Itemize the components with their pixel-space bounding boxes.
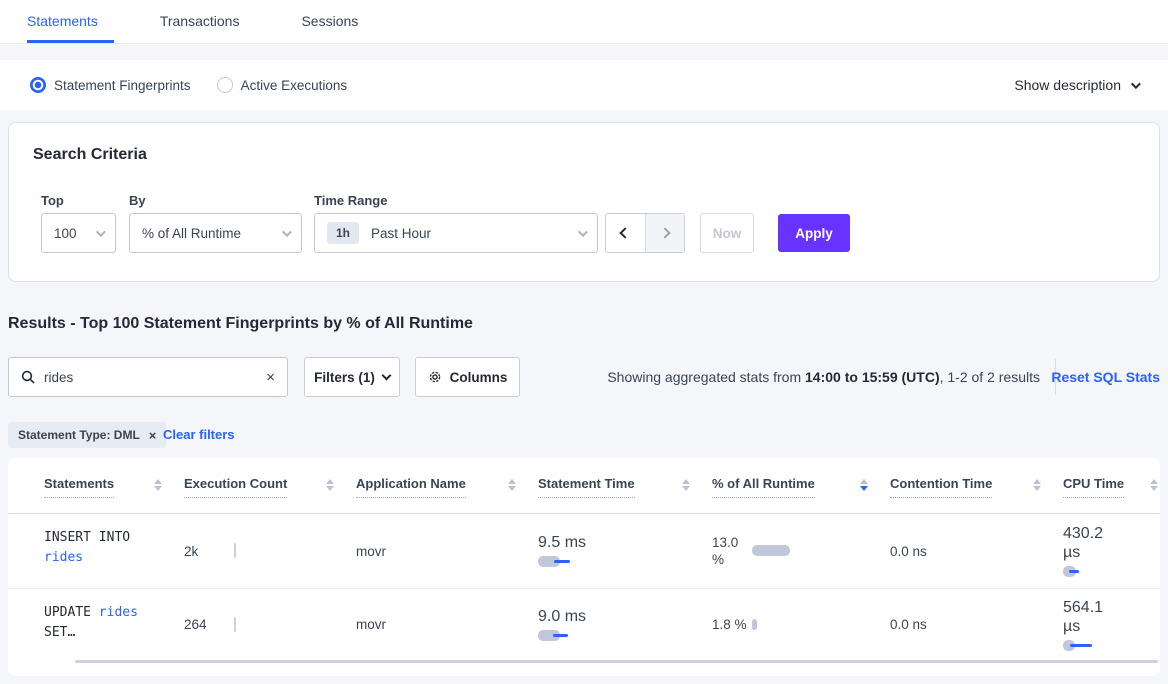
view-toggle-bar: Statement Fingerprints Active Executions… — [0, 60, 1168, 110]
now-button[interactable]: Now — [700, 213, 754, 253]
stats-time-range: 14:00 to 15:59 (UTC) — [805, 369, 940, 385]
table-header-row: Statements Execution Count Application N… — [8, 458, 1160, 514]
statement-time-bar — [538, 629, 598, 642]
pct-runtime-bar — [752, 545, 796, 557]
previous-time-window-button[interactable] — [606, 214, 645, 252]
column-header-contention-time[interactable]: Contention Time — [890, 476, 1063, 513]
columns-button-label: Columns — [449, 369, 508, 385]
column-header-pct-of-all-runtime[interactable]: % of All Runtime — [712, 476, 890, 513]
time-range-select[interactable]: 1h Past Hour — [314, 213, 598, 253]
time-window-pager — [605, 213, 685, 253]
execution-count-bar — [234, 543, 236, 558]
statements-search-box: × — [8, 357, 288, 397]
clear-search-icon[interactable]: × — [266, 368, 275, 386]
pct-runtime-cell: 1.8 % — [712, 589, 890, 660]
sort-icon[interactable] — [1150, 479, 1158, 491]
chevron-down-icon — [1130, 78, 1141, 89]
page-tab-bar: Statements Transactions Sessions — [0, 0, 1168, 44]
cpu-time-cell: 564.1 µs — [1063, 589, 1160, 660]
tab-statements[interactable]: Statements — [27, 0, 114, 43]
contention-time-cell: 0.0 ns — [890, 543, 927, 559]
search-input[interactable] — [44, 369, 267, 385]
tab-sessions[interactable]: Sessions — [301, 13, 359, 29]
tab-transactions[interactable]: Transactions — [159, 13, 240, 29]
by-label: By — [129, 193, 146, 208]
chevron-down-icon — [577, 226, 588, 237]
filter-chip-statement-type[interactable]: Statement Type: DML × — [8, 422, 167, 448]
cpu-time-cell: 430.2 µs — [1063, 514, 1160, 588]
statement-fingerprint-cell: INSERT INTO rides — [44, 530, 131, 565]
results-heading: Results - Top 100 Statement Fingerprints… — [8, 315, 473, 332]
sort-icon-active-desc[interactable] — [860, 479, 868, 491]
search-criteria-panel: Search Criteria Top 100 By % of All Runt… — [8, 122, 1160, 282]
pct-runtime-bar — [752, 618, 796, 631]
sort-icon[interactable] — [1033, 479, 1041, 491]
column-header-execution-count[interactable]: Execution Count — [184, 476, 356, 513]
next-time-window-button[interactable] — [644, 214, 684, 252]
top-select[interactable]: 100 — [41, 213, 116, 253]
search-criteria-title: Search Criteria — [33, 146, 147, 163]
column-header-statements[interactable]: Statements — [44, 476, 184, 513]
show-description-toggle[interactable]: Show description — [1014, 77, 1141, 93]
search-icon — [21, 370, 35, 384]
execution-count-bar — [234, 616, 236, 632]
statement-time-cell: 9.5 ms — [538, 514, 712, 588]
sort-icon[interactable] — [326, 479, 334, 491]
execution-count-cell: 2k — [184, 514, 356, 588]
statement-time-bar — [538, 556, 598, 568]
sort-icon[interactable] — [154, 479, 162, 491]
sort-icon[interactable] — [682, 479, 690, 491]
top-label: Top — [41, 193, 64, 208]
by-select-value: % of All Runtime — [142, 225, 242, 241]
filter-chip-label: Statement Type: DML — [18, 428, 140, 442]
time-range-badge: 1h — [327, 222, 360, 244]
statements-table: Statements Execution Count Application N… — [8, 458, 1160, 676]
time-range-value: Past Hour — [371, 225, 432, 241]
table-row[interactable]: UPDATE rides SET… 264 movr 9.0 ms 1.8 % … — [8, 588, 1160, 660]
statement-fingerprint-cell: UPDATE rides SET… — [44, 605, 138, 640]
sort-icon[interactable] — [508, 479, 516, 491]
show-description-label: Show description — [1014, 77, 1121, 93]
radio-statement-fingerprints[interactable]: Statement Fingerprints — [30, 77, 191, 93]
reset-sql-stats-link[interactable]: Reset SQL Stats — [1051, 369, 1160, 385]
time-range-label: Time Range — [314, 193, 388, 208]
chevron-down-icon — [281, 226, 292, 237]
chevron-left-icon — [619, 227, 632, 239]
column-header-application-name[interactable]: Application Name — [356, 476, 538, 513]
radio-selected-icon — [30, 77, 46, 93]
contention-time-cell: 0.0 ns — [890, 617, 927, 632]
radio-active-executions-label: Active Executions — [240, 77, 348, 93]
application-name-cell: movr — [356, 617, 386, 632]
pct-runtime-cell: 13.0 % — [712, 514, 890, 588]
chevron-right-icon — [659, 227, 671, 239]
statement-time-cell: 9.0 ms — [538, 589, 712, 660]
chevron-down-icon — [381, 370, 392, 381]
application-name-cell: movr — [356, 543, 386, 559]
gear-icon — [428, 370, 442, 384]
horizontal-scrollbar[interactable] — [75, 660, 1158, 663]
execution-count-cell: 264 — [184, 589, 356, 660]
column-header-cpu-time[interactable]: CPU Time — [1063, 476, 1160, 513]
filters-button-label: Filters (1) — [314, 369, 375, 385]
column-header-statement-time[interactable]: Statement Time — [538, 476, 712, 513]
radio-active-executions[interactable]: Active Executions — [216, 77, 348, 93]
filters-button[interactable]: Filters (1) — [304, 357, 400, 397]
columns-button[interactable]: Columns — [415, 357, 520, 397]
aggregated-stats-text: Showing aggregated stats from 14:00 to 1… — [607, 369, 1040, 385]
top-select-value: 100 — [54, 225, 77, 241]
radio-statement-fingerprints-label: Statement Fingerprints — [54, 77, 191, 93]
chevron-down-icon — [95, 226, 106, 237]
table-row[interactable]: INSERT INTO rides 2k movr 9.5 ms 13.0 % … — [8, 514, 1160, 588]
cpu-time-bar — [1063, 566, 1107, 578]
statement-link[interactable]: rides — [98, 605, 138, 620]
by-select[interactable]: % of All Runtime — [129, 213, 302, 253]
cpu-time-bar — [1063, 639, 1107, 652]
apply-button[interactable]: Apply — [778, 214, 850, 252]
clear-filters-link[interactable]: Clear filters — [163, 427, 235, 442]
radio-unselected-icon — [216, 77, 233, 93]
remove-filter-icon[interactable]: × — [148, 427, 157, 443]
statement-link[interactable]: rides — [44, 550, 84, 565]
divider — [1055, 359, 1056, 395]
